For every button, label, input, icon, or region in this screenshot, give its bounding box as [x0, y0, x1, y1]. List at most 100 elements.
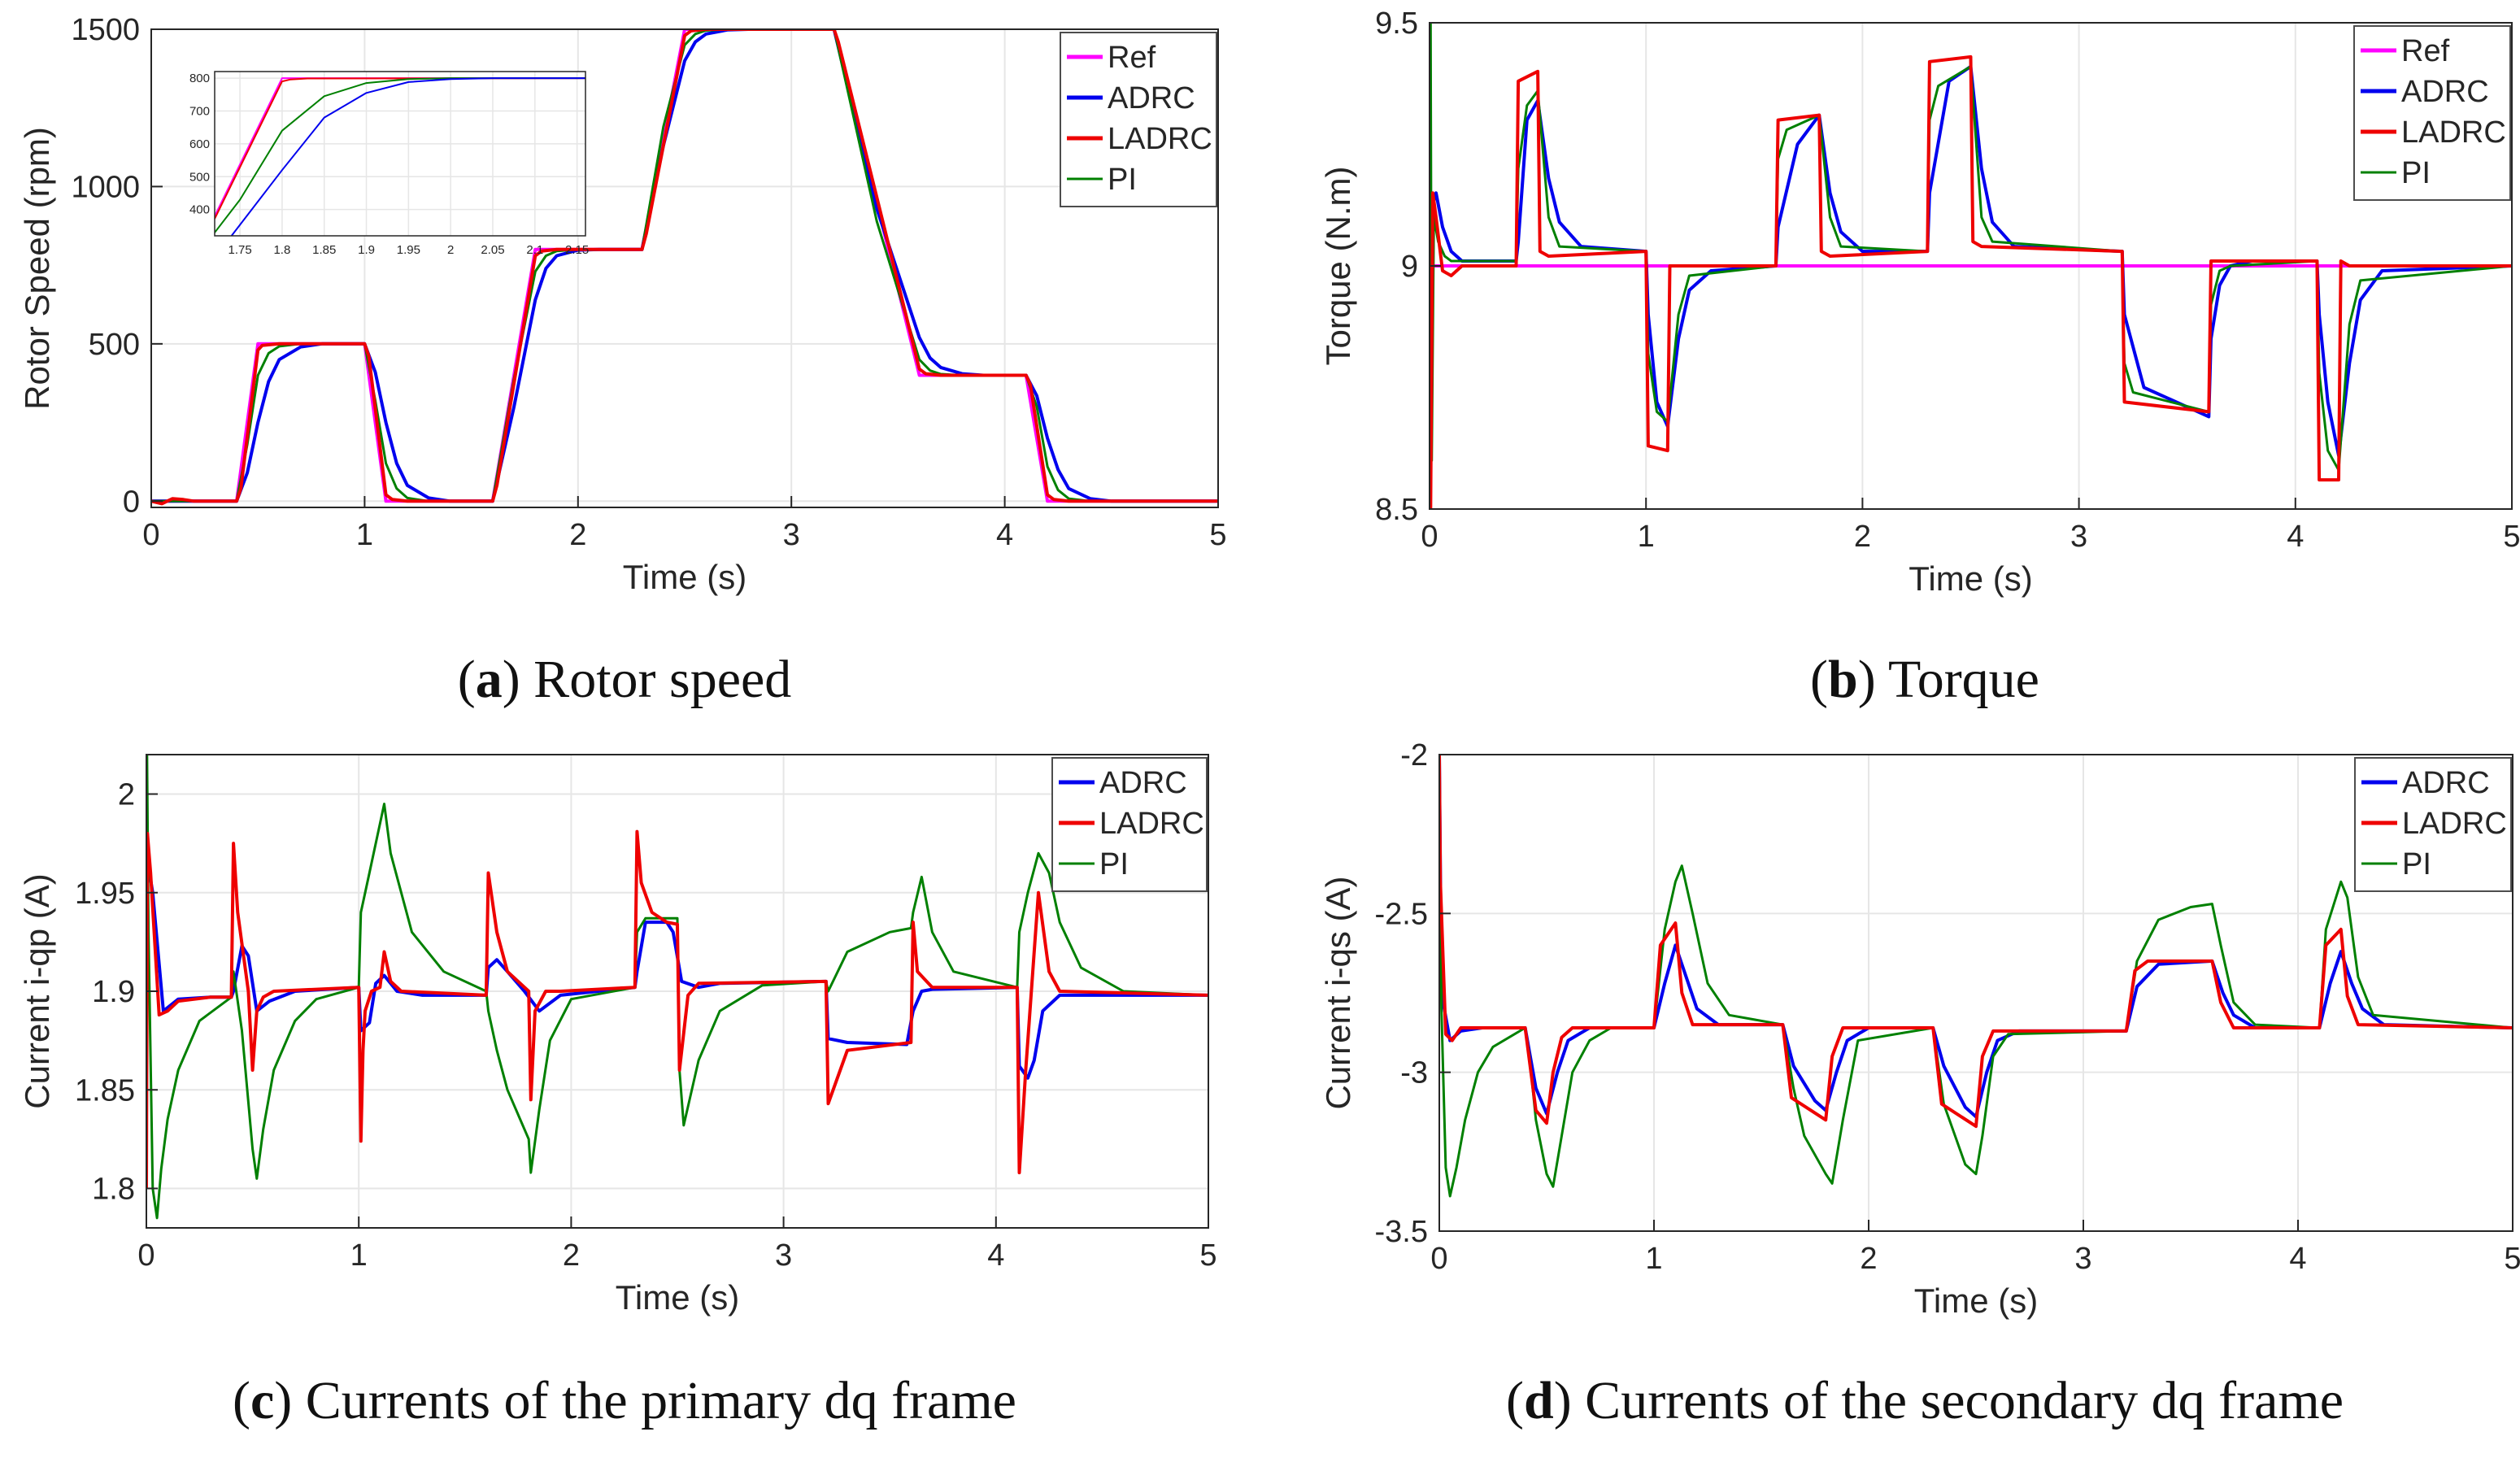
chart-panel-c: 0 1 2 3 4 5 1.8 1.85 1.9 1.95 2 Time (s) Current i-q… — [18, 754, 1217, 1317]
x-tick-label: 1 — [1638, 520, 1655, 554]
y-tick-label: -2 — [1400, 738, 1428, 773]
x-tick-label: 0 — [137, 1238, 155, 1273]
series-line-ladrc — [1430, 54, 2512, 509]
inset-x-tick-label: 2.15 — [565, 243, 589, 257]
inset-x-tick-label: 1.95 — [397, 243, 420, 257]
y-tick-label: 1000 — [71, 170, 140, 204]
plot-area — [1439, 755, 2513, 1231]
chart-panel-a: 0 1 2 3 4 5 0 500 1000 1500 Time (s) Rotor Speed (r… — [18, 13, 1227, 596]
x-tick-label: 1 — [350, 1238, 368, 1273]
caption-open-paren: ( — [233, 1371, 250, 1430]
series-line-ladrc — [146, 829, 1208, 1189]
inset-series-line-ladrc — [215, 77, 585, 220]
y-tick-label: 9 — [1401, 250, 1418, 284]
series-group — [146, 755, 1208, 1220]
caption-close-paren: ) — [1858, 650, 1876, 709]
x-tick-label: 4 — [2287, 520, 2304, 554]
y-tick-label: 8.5 — [1375, 493, 1418, 527]
caption-text: Currents of the primary dq frame — [292, 1371, 1016, 1430]
y-tick-label: 500 — [89, 328, 140, 362]
axes-frame — [150, 28, 1219, 508]
inset-series-group — [215, 77, 585, 236]
y-tick-label: 1.95 — [75, 877, 135, 911]
y-tick-label: -3.5 — [1375, 1215, 1428, 1249]
legend-label-ladrc: LADRC — [1099, 807, 1204, 841]
figure-caption-a: (a) Rotor speed — [458, 650, 792, 709]
legend-label-adrc: ADRC — [1099, 766, 1187, 800]
x-axis-label: Time (s) — [616, 1278, 739, 1317]
legend-label-ladrc: LADRC — [1108, 122, 1212, 156]
caption-close-paren: ) — [1554, 1371, 1572, 1430]
caption-text: Torque — [1876, 650, 2039, 709]
axes-frame — [1438, 754, 2513, 1232]
y-tick-label: 9.5 — [1375, 7, 1418, 41]
inset-x-tick-label: 1.8 — [273, 243, 290, 257]
y-tick-label: 1500 — [71, 13, 140, 47]
caption-letter: a — [476, 650, 503, 709]
x-tick-label: 1 — [1645, 1242, 1662, 1276]
inset-x-tick-label: 1.75 — [228, 243, 251, 257]
x-tick-label: 3 — [2070, 520, 2087, 554]
inset-x-tick-label: 1.85 — [312, 243, 336, 257]
y-tick-label: 0 — [123, 485, 140, 519]
inset-chart: 1.75 1.8 1.85 1.9 1.95 2 2.05 2.1 2.15 400 500 600 7… — [189, 71, 589, 257]
chart-panel-b: 0 1 2 3 4 5 8.5 9 9.5 Time (s) Torque (N.m) Ref ADRC… — [1319, 7, 2520, 598]
x-tick-label: 4 — [2289, 1242, 2306, 1276]
inset-x-tick-label: 2 — [447, 243, 454, 257]
inset-y-tick-label: 700 — [189, 104, 210, 118]
x-tick-label: 1 — [356, 518, 373, 552]
legend-label-adrc: ADRC — [2401, 75, 2489, 109]
x-tick-label: 2 — [563, 1238, 580, 1273]
inset-y-tick-label: 800 — [189, 72, 210, 85]
legend: ADRC LADRC PI — [2354, 757, 2512, 892]
legend-label-pi: PI — [1108, 163, 1137, 197]
legend-label-adrc: ADRC — [2402, 766, 2490, 800]
inset-y-tick-label: 400 — [189, 203, 210, 217]
x-tick-label: 2 — [1860, 1242, 1877, 1276]
inset-x-tick-label: 1.9 — [358, 243, 375, 257]
x-tick-label: 4 — [996, 518, 1013, 552]
legend-label-ladrc: LADRC — [2402, 807, 2507, 841]
x-tick-label: 0 — [142, 518, 159, 552]
legend: Ref ADRC LADRC PI — [1060, 32, 1217, 207]
series-group — [151, 29, 1218, 506]
inset-y-tick-label: 500 — [189, 170, 210, 184]
caption-text: Rotor speed — [520, 650, 792, 709]
x-tick-label: 2 — [1854, 520, 1871, 554]
inset-x-tick-label: 2.05 — [481, 243, 504, 257]
x-tick-label: 5 — [2503, 520, 2520, 554]
x-tick-label: 5 — [2504, 1242, 2520, 1276]
series-line-adrc — [146, 852, 1208, 1080]
caption-open-paren: ( — [1506, 1371, 1524, 1430]
x-tick-label: 0 — [1430, 1242, 1447, 1276]
legend-label-ref: Ref — [1108, 41, 1156, 75]
y-tick-label: 1.85 — [75, 1073, 135, 1108]
caption-close-paren: ) — [503, 650, 520, 709]
x-axis-label: Time (s) — [1914, 1282, 2038, 1320]
inset-frame — [214, 71, 586, 237]
caption-letter: b — [1828, 650, 1858, 709]
series-line-ladrc — [151, 29, 1218, 506]
y-tick-label: 1.8 — [92, 1173, 135, 1207]
caption-text: Currents of the secondary dq frame — [1572, 1371, 2344, 1430]
series-group — [1439, 755, 2513, 1198]
y-axis-label: Current i-qp (A) — [18, 873, 56, 1108]
x-tick-label: 3 — [783, 518, 800, 552]
legend-label-ref: Ref — [2401, 34, 2450, 68]
legend: ADRC LADRC PI — [1051, 757, 1208, 892]
inset-x-tick-label: 2.1 — [526, 243, 543, 257]
legend-box — [2353, 25, 2511, 201]
figure-caption-c: (c) Currents of the primary dq frame — [233, 1371, 1016, 1430]
series-line-pi — [146, 755, 1208, 1220]
legend: Ref ADRC LADRC PI — [2353, 25, 2511, 201]
x-tick-label: 5 — [1209, 518, 1226, 552]
x-tick-label: 0 — [1421, 520, 1438, 554]
x-tick-label: 5 — [1199, 1238, 1216, 1273]
x-tick-label: 4 — [987, 1238, 1004, 1273]
figure-caption-d: (d) Currents of the secondary dq frame — [1506, 1371, 2344, 1430]
chart-panel-d: 0 1 2 3 4 5 -3.5 -3 -2.5 -2 Time (s) Current i-qs (… — [1319, 738, 2520, 1320]
legend-label-pi: PI — [1099, 847, 1129, 881]
inset-series-line-adrc — [230, 77, 585, 236]
y-axis-label: Torque (N.m) — [1319, 166, 1357, 365]
figure-caption-b: (b) Torque — [1810, 650, 2039, 709]
